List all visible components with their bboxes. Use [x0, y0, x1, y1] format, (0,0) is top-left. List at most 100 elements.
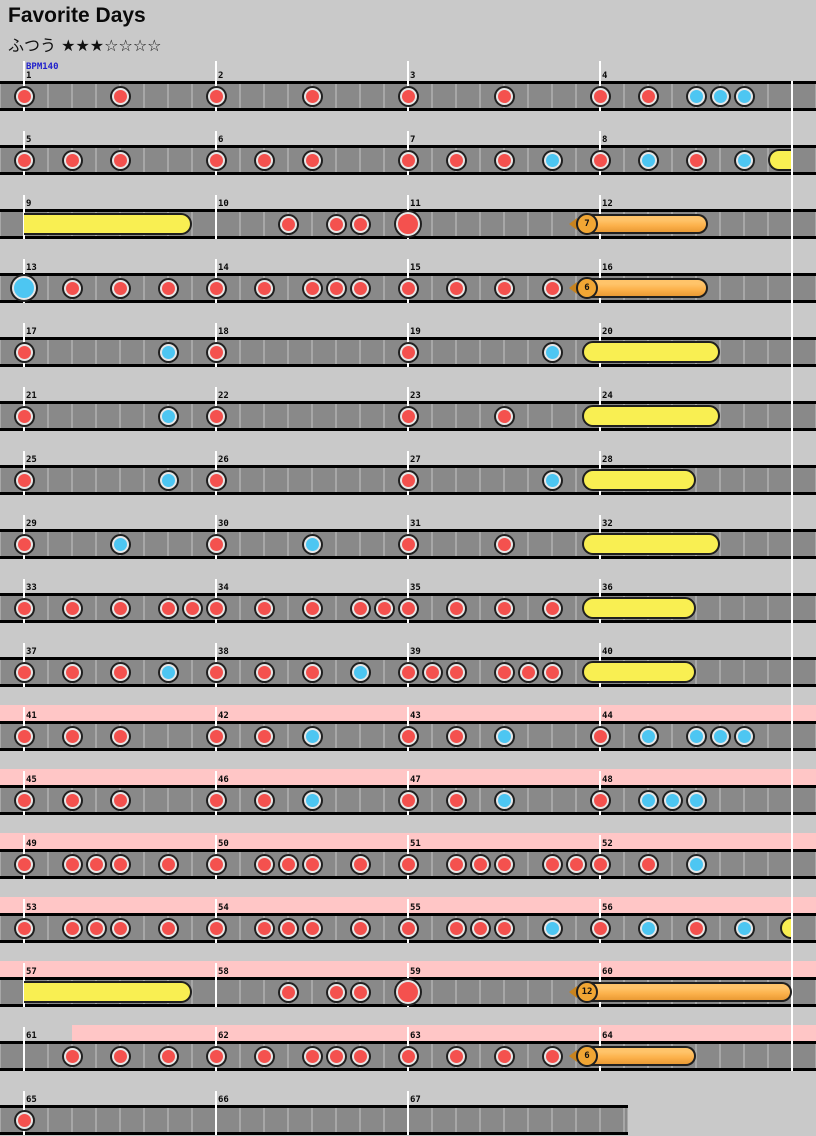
measure-number: 27 [410, 455, 421, 465]
measure-number: 38 [218, 647, 229, 657]
don-note [304, 152, 321, 169]
don-note [496, 920, 513, 937]
ka-note [160, 344, 177, 361]
don-note [688, 920, 705, 937]
measure-number: 13 [26, 263, 37, 273]
don-note [208, 88, 225, 105]
don-note [64, 600, 81, 617]
don-note [448, 152, 465, 169]
don-note [112, 792, 129, 809]
measure-number: 67 [410, 1095, 421, 1105]
don-note [448, 728, 465, 745]
don-note [448, 664, 465, 681]
measure-number: 61 [26, 1031, 37, 1041]
don-note [400, 344, 417, 361]
ka-note [712, 728, 729, 745]
don-note [280, 984, 297, 1001]
don-note [520, 664, 537, 681]
ka-note [640, 152, 657, 169]
measure-number: 3 [410, 71, 416, 81]
measure-number: 42 [218, 711, 229, 721]
don-note [400, 856, 417, 873]
star-rating: ★★★☆☆☆☆ [61, 36, 162, 55]
don-note [544, 664, 561, 681]
balloon-count: 12 [581, 986, 593, 997]
drumroll-bar [582, 341, 720, 363]
measure-number: 24 [602, 391, 613, 401]
don-note [400, 152, 417, 169]
don-note [640, 88, 657, 105]
measure-number: 51 [410, 839, 421, 849]
don-note [328, 1048, 345, 1065]
bpm-label: BPM140 [26, 62, 59, 72]
don-note [16, 920, 33, 937]
don-note [400, 920, 417, 937]
measure-number: 37 [26, 647, 37, 657]
don-note [496, 280, 513, 297]
don-note [64, 664, 81, 681]
don-note [256, 152, 273, 169]
don-note [208, 664, 225, 681]
measure-number: 43 [410, 711, 421, 721]
note-lane [0, 1105, 628, 1135]
don-note [208, 600, 225, 617]
don-note [448, 1048, 465, 1065]
ka-note [736, 920, 753, 937]
balloon-head: 6 [576, 1045, 598, 1067]
balloon-head: 12 [576, 981, 598, 1003]
ka-note [112, 536, 129, 553]
don-note [16, 344, 33, 361]
don-note [592, 792, 609, 809]
ka-note [736, 152, 753, 169]
don-note [304, 88, 321, 105]
don-note [496, 88, 513, 105]
measure-number: 59 [410, 967, 421, 977]
don-note [16, 472, 33, 489]
don-note [160, 280, 177, 297]
measure-number: 32 [602, 519, 613, 529]
don-note [112, 280, 129, 297]
don-note [256, 600, 273, 617]
balloon-count: 6 [584, 282, 590, 293]
ka-note [496, 792, 513, 809]
balloon-count: 7 [584, 218, 590, 229]
don-note [64, 280, 81, 297]
don-note [496, 1048, 513, 1065]
big-don-note [396, 212, 420, 236]
song-title: Favorite Days [8, 4, 146, 27]
don-note [208, 472, 225, 489]
measure-number: 8 [602, 135, 608, 145]
don-note [208, 792, 225, 809]
measure-number: 44 [602, 711, 613, 721]
measure-number: 15 [410, 263, 421, 273]
don-note [160, 856, 177, 873]
balloon-body [586, 214, 708, 234]
don-note [496, 664, 513, 681]
drumroll-bar [582, 405, 720, 427]
measure-number: 60 [602, 967, 613, 977]
measure-number: 64 [602, 1031, 613, 1041]
measure-number: 48 [602, 775, 613, 785]
don-note [400, 600, 417, 617]
measure-number: 30 [218, 519, 229, 529]
measure-number: 55 [410, 903, 421, 913]
balloon-tail-icon [569, 282, 577, 294]
don-note [304, 600, 321, 617]
don-note [280, 920, 297, 937]
drumroll-bar [24, 981, 192, 1003]
don-note [256, 664, 273, 681]
measure-number: 23 [410, 391, 421, 401]
don-note [160, 600, 177, 617]
measure-line [215, 1091, 217, 1135]
don-note [496, 408, 513, 425]
row-end-line [791, 81, 793, 1071]
ka-note [640, 728, 657, 745]
balloon-body [586, 982, 792, 1002]
measure-number: 31 [410, 519, 421, 529]
don-note [208, 536, 225, 553]
measure-line [215, 963, 217, 1007]
drumroll-bar [582, 661, 696, 683]
measure-line [215, 195, 217, 239]
measure-number: 16 [602, 263, 613, 273]
